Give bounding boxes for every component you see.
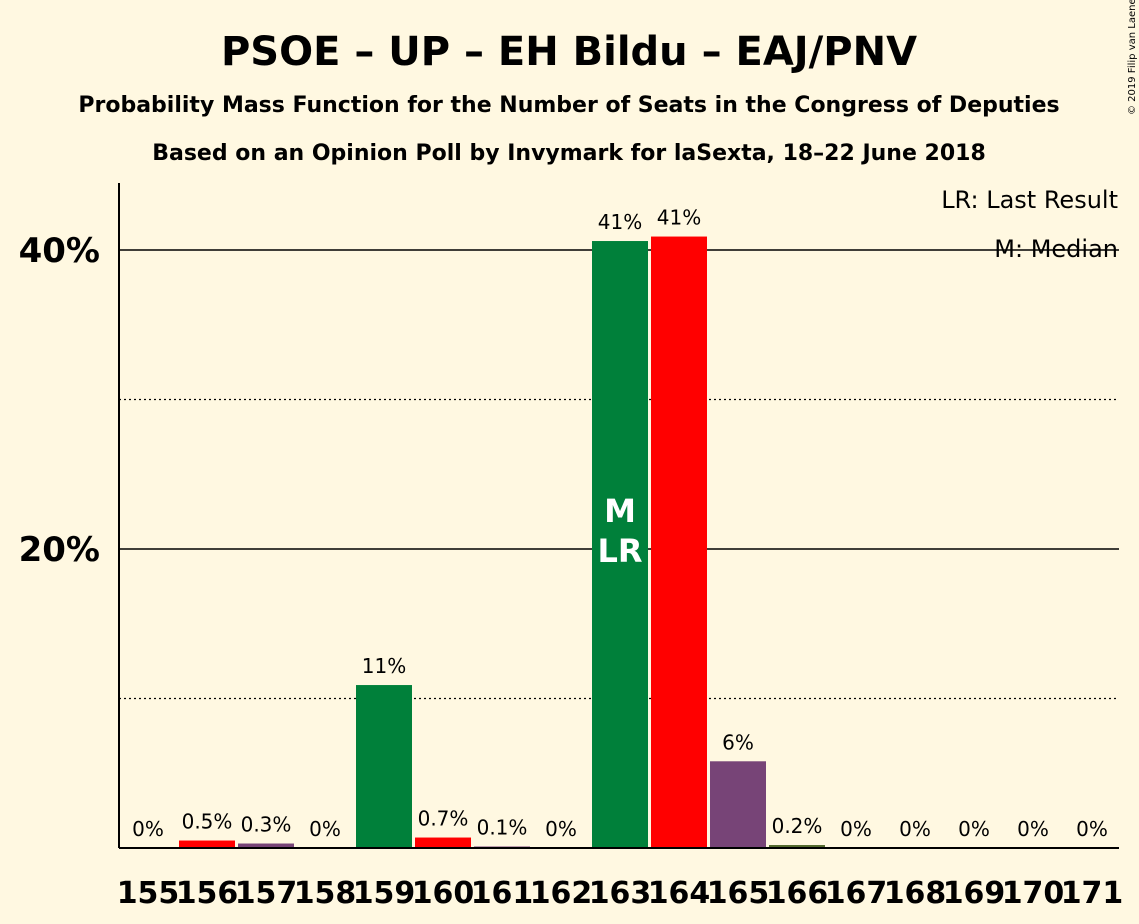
- chart-title: PSOE – UP – EH Bildu – EAJ/PNV: [221, 29, 917, 75]
- x-tick-label-171: 171: [1061, 876, 1124, 911]
- x-tick-label-160: 160: [412, 876, 475, 911]
- bar-marker-lr: LR: [597, 532, 642, 570]
- value-label-157: 0.3%: [241, 813, 292, 837]
- value-label-169: 0%: [958, 817, 990, 841]
- x-tick-label-162: 162: [530, 876, 593, 911]
- value-label-156: 0.5%: [182, 810, 233, 834]
- x-tick-label-157: 157: [235, 876, 298, 911]
- value-label-165: 6%: [722, 730, 754, 754]
- value-label-164: 41%: [657, 206, 701, 230]
- value-label-167: 0%: [840, 817, 872, 841]
- value-label-171: 0%: [1076, 817, 1108, 841]
- x-tick-label-163: 163: [589, 876, 652, 911]
- x-tick-label-159: 159: [353, 876, 416, 911]
- y-axis-ticks: 20% 40%: [19, 231, 100, 570]
- chart-subtitle: Probability Mass Function for the Number…: [78, 93, 1059, 118]
- value-label-155: 0%: [132, 817, 164, 841]
- bar-156: [179, 840, 235, 848]
- chart-subtitle-source: Based on an Opinion Poll by Invymark for…: [152, 141, 986, 166]
- copyright-note: © 2019 Filip van Laenen: [1127, 0, 1138, 115]
- value-label-160: 0.7%: [418, 807, 469, 831]
- legend-median: M: Median: [994, 235, 1118, 263]
- bar-160: [415, 837, 471, 848]
- value-label-166: 0.2%: [772, 814, 823, 838]
- x-tick-label-168: 168: [884, 876, 947, 911]
- x-axis-ticks: 1551561571581591601611621631641651661671…: [117, 876, 1124, 911]
- x-tick-label-161: 161: [471, 876, 534, 911]
- value-label-159: 11%: [362, 654, 406, 678]
- bar-164: [651, 236, 707, 849]
- value-label-168: 0%: [899, 817, 931, 841]
- bars-layer: [179, 236, 825, 849]
- x-tick-label-166: 166: [766, 876, 829, 911]
- bar-163: [592, 241, 648, 848]
- bar-marker-m: M: [604, 492, 636, 530]
- x-tick-label-169: 169: [943, 876, 1006, 911]
- value-label-161: 0.1%: [477, 816, 528, 840]
- value-label-163: 41%: [598, 210, 642, 234]
- y-tick-label-1: 40%: [19, 231, 100, 271]
- bar-165: [710, 761, 766, 848]
- x-tick-label-155: 155: [117, 876, 180, 911]
- bar-159: [356, 685, 412, 848]
- value-label-170: 0%: [1017, 817, 1049, 841]
- legend-last-result: LR: Last Result: [941, 186, 1118, 214]
- bar-166: [769, 845, 825, 848]
- x-tick-label-167: 167: [825, 876, 888, 911]
- x-tick-label-156: 156: [176, 876, 239, 911]
- x-tick-label-170: 170: [1002, 876, 1065, 911]
- value-label-158: 0%: [309, 817, 341, 841]
- value-labels-layer: 0% 0.5% 0.3% 0% 11% 0.7% 0.1% 0% 41% MLR 41% 6% 0.2%…: [132, 206, 1108, 841]
- x-tick-label-158: 158: [294, 876, 357, 911]
- x-tick-label-165: 165: [707, 876, 770, 911]
- value-label-162: 0%: [545, 817, 577, 841]
- x-tick-label-164: 164: [648, 876, 711, 911]
- bar-157: [238, 843, 294, 848]
- y-tick-label-0: 20%: [19, 530, 100, 570]
